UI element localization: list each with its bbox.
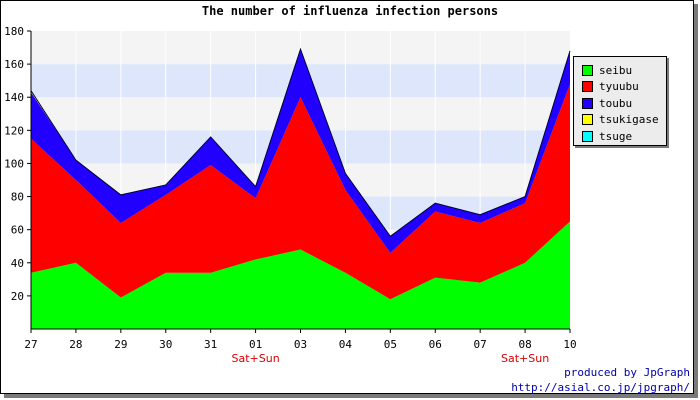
x-tick-label: 30 [159, 338, 172, 351]
legend: seibu tyuubu toubu tsukigase tsuge [573, 56, 667, 146]
legend-label: tsukigase [599, 113, 659, 126]
y-tick-label: 100 [4, 157, 24, 170]
stacked-areas [30, 47, 571, 329]
y-tick-label: 40 [11, 257, 24, 270]
legend-swatch [582, 97, 593, 109]
x-tick-note: Sat+Sun [501, 352, 549, 365]
x-tick-label: 10 [563, 338, 576, 351]
x-tick-label: 01 [249, 338, 262, 351]
area-toubu [31, 49, 570, 253]
y-tick-label: 160 [4, 58, 24, 71]
legend-label: tyuubu [599, 80, 639, 93]
y-tick-label: 120 [4, 124, 24, 137]
x-tick-label: 03 [294, 338, 307, 351]
legend-swatch [582, 114, 593, 125]
area-top-outline [30, 47, 571, 237]
legend-label: toubu [599, 96, 633, 110]
legend-item-toubu: toubu [582, 96, 632, 110]
y-tick-label: 140 [4, 91, 24, 104]
y-tick-label: 20 [11, 290, 24, 303]
y-tick-label: 180 [4, 25, 24, 38]
y-tick-label: 60 [11, 224, 24, 237]
x-tick-note: Sat+Sun [231, 352, 279, 365]
chart-title: The number of influenza infection person… [202, 4, 498, 18]
legend-label: tsuge [599, 129, 633, 143]
y-tick-label: 80 [11, 191, 24, 204]
x-tick-label: 31 [204, 338, 217, 351]
legend-item-tsuge: tsuge [582, 129, 632, 143]
legend-label: seibu [599, 63, 633, 77]
legend-swatch [582, 130, 593, 142]
x-tick-label: 29 [114, 338, 127, 351]
legend-swatch [582, 81, 593, 92]
x-tick-label: 28 [69, 338, 82, 351]
legend-item-tyuubu: tyuubu [582, 80, 639, 94]
area-seibu [31, 221, 570, 329]
x-tick-label: 08 [518, 338, 531, 351]
axes: 20 40 60 80 100 120 140 160 180 27 28 29 30 31 01 03 04 0… [4, 25, 577, 365]
x-tick-label: 07 [474, 338, 487, 351]
x-tick-label: 06 [429, 338, 442, 351]
x-tick-label: 04 [339, 338, 353, 351]
credit-line-1: produced by JpGraph [564, 366, 690, 379]
x-tick-label: 27 [24, 338, 37, 351]
credit-link[interactable]: http://asial.co.jp/jpgraph/ [511, 381, 690, 394]
legend-swatch [582, 64, 593, 76]
legend-item-tsukigase: tsukigase [582, 113, 659, 127]
legend-item-seibu: seibu [582, 63, 632, 77]
area-tyuubu [31, 83, 570, 300]
x-tick-label: 05 [384, 338, 397, 351]
